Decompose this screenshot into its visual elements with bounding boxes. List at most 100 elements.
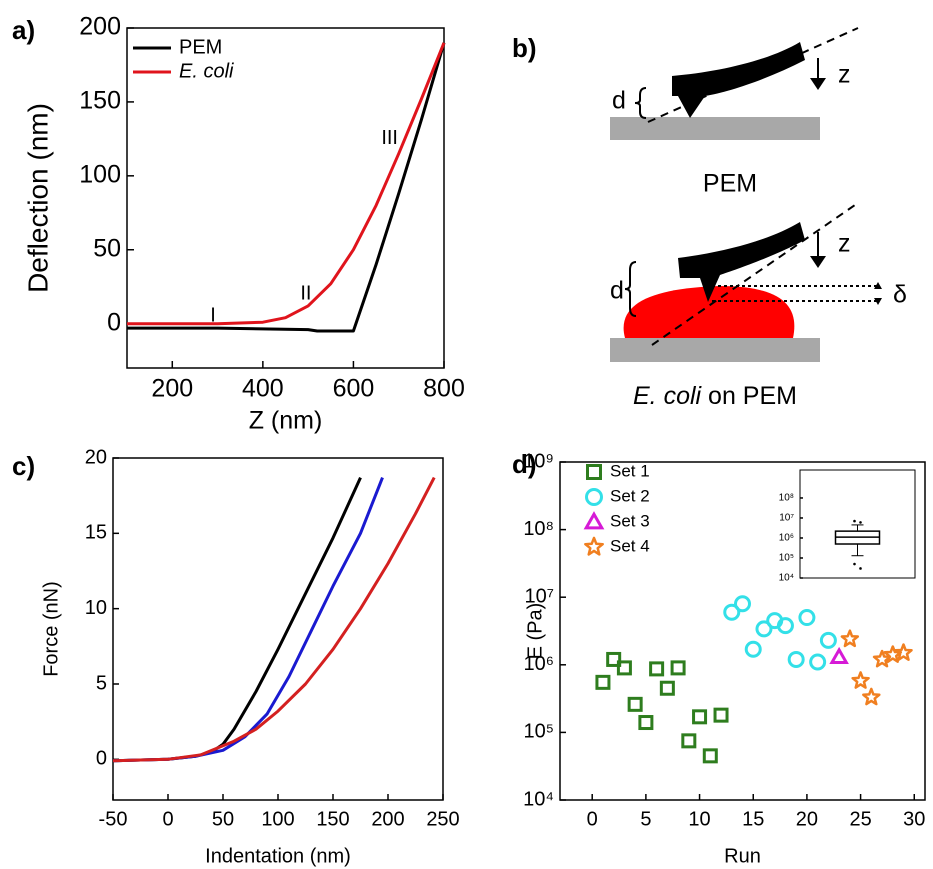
y-tick-label: 10⁵	[523, 721, 554, 743]
annotation: II	[300, 282, 311, 304]
y-tick-label: 20	[85, 446, 107, 468]
y-tick-label: 10⁸	[523, 518, 554, 540]
y-tick-label: 0	[107, 308, 121, 336]
y-tick-label: 10⁹	[523, 450, 554, 472]
marker	[829, 646, 849, 664]
x-tick-label: 800	[423, 375, 465, 403]
plot-frame	[112, 457, 444, 801]
marker	[713, 707, 729, 723]
marker	[585, 488, 603, 506]
plot-frame	[799, 469, 916, 579]
caption-italic: E. coli	[633, 382, 703, 410]
legend-label: Set 2	[610, 486, 650, 505]
delta-arrow	[874, 282, 882, 305]
legend-label: PEM	[179, 36, 222, 58]
y-axis-label: Force (nN)	[40, 581, 62, 677]
x-tick-label: -50	[99, 808, 128, 830]
marker	[755, 620, 773, 638]
marker	[819, 631, 837, 649]
chart: 10⁴ 10⁵ 10⁶ 10⁷ 10⁸ 10⁹ 0 5 10 15 20 25 30 d) Run E (Pa…	[512, 449, 926, 867]
marker	[723, 603, 741, 621]
d-label: d	[612, 87, 626, 115]
x-tick-label: 100	[261, 808, 294, 830]
x-tick-label: 10	[688, 808, 710, 830]
marker	[659, 680, 675, 696]
outlier	[853, 519, 856, 523]
legend-label: E. coli	[179, 60, 234, 82]
marker	[692, 709, 708, 725]
y-tick-label: 0	[96, 748, 107, 770]
marker	[809, 653, 827, 671]
line	[112, 476, 436, 763]
marker	[734, 595, 751, 613]
marker	[840, 629, 860, 648]
outlier	[859, 567, 862, 570]
x-tick-label: 5	[640, 808, 651, 830]
y-tick-label: 10⁶	[524, 653, 554, 675]
x-tick-label: 150	[316, 808, 349, 830]
x-axis-label: Z (nm)	[249, 407, 323, 435]
marker	[851, 671, 870, 689]
marker	[670, 660, 686, 676]
marker	[638, 715, 654, 731]
x-tick-label: 50	[212, 808, 234, 830]
plot-frame	[559, 461, 926, 801]
x-tick-label: 30	[903, 808, 925, 830]
legend-label: Set 4	[610, 536, 650, 555]
marker	[798, 609, 816, 627]
legend-label: Set 1	[610, 461, 650, 480]
x-tick-label: 600	[333, 375, 375, 403]
y-tick-label: 10	[85, 597, 107, 619]
panel-label: d)	[512, 449, 537, 479]
x-tick-label: 0	[162, 808, 173, 830]
legend-label: Set 3	[610, 511, 650, 530]
arrow-head	[810, 256, 826, 268]
chart: 0 50 100 150 200 200 400 600 800 a) Z (nm) Deflecti…	[12, 13, 465, 435]
line	[127, 42, 446, 333]
panel-label: a)	[12, 15, 35, 45]
x-tick-label: 200	[371, 808, 404, 830]
caption-rest: on PEM	[708, 382, 797, 410]
x-tick-label: 15	[742, 808, 764, 830]
caption: E. coli on PEM	[633, 382, 797, 410]
y-tick-label: 200	[79, 13, 121, 41]
d-label: d	[610, 277, 624, 305]
y-tick-label: 50	[93, 234, 121, 262]
bracket	[624, 261, 637, 317]
y-tick-label: 10⁴	[779, 573, 794, 584]
y-tick-label: 10⁵	[779, 553, 794, 564]
x-axis-label: Run	[724, 845, 761, 867]
marker	[702, 748, 718, 764]
marker	[584, 536, 604, 556]
x-axis-label: Indentation (nm)	[205, 845, 351, 867]
y-axis-label: E (Pa)	[524, 603, 546, 660]
substrate	[610, 117, 820, 140]
outlier	[859, 521, 862, 524]
line	[127, 42, 446, 326]
marker	[894, 643, 913, 661]
arrow-head	[810, 78, 826, 90]
marker	[681, 733, 697, 749]
y-tick-label: 15	[85, 522, 107, 544]
inset-bg	[800, 470, 915, 578]
delta-label: δ	[893, 281, 907, 309]
z-label: z	[838, 61, 851, 89]
marker	[583, 511, 605, 530]
marker	[627, 696, 643, 712]
marker	[776, 617, 794, 635]
substrate	[610, 338, 820, 362]
y-tick-label: 10⁷	[779, 513, 794, 524]
chart: 0 5 10 15 20 -50 0 50 100 150 200 250 c) Indentation …	[12, 446, 460, 867]
marker	[862, 687, 881, 706]
y-tick-label: 10⁶	[779, 533, 794, 544]
marker	[586, 464, 602, 480]
z-label: z	[838, 230, 851, 258]
x-tick-label: 25	[849, 808, 871, 830]
y-tick-label: 10⁸	[779, 493, 794, 504]
marker	[787, 650, 805, 668]
bacterium	[623, 286, 795, 338]
x-tick-label: 250	[426, 808, 459, 830]
annotation: I	[210, 305, 216, 327]
diagram-b: b) z d PEM δ z d E. coli on PEM	[512, 27, 907, 410]
